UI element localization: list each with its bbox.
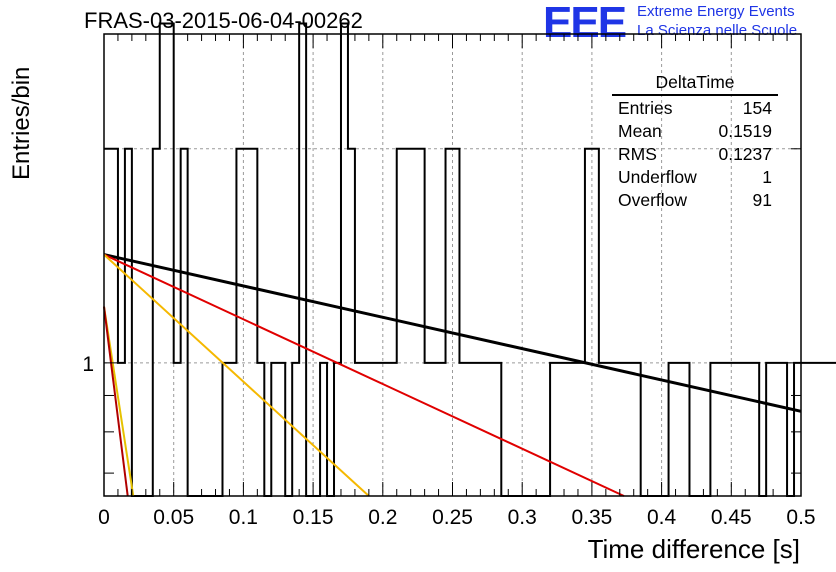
stat-label: Mean: [618, 121, 662, 141]
y-axis-label: Entries/bin: [8, 66, 35, 180]
x-tick-label: 0.15: [293, 506, 334, 529]
x-tick-label: 0.35: [571, 506, 612, 529]
x-tick-label: 0.3: [508, 506, 537, 529]
stat-label: RMS: [618, 144, 657, 164]
x-tick-label: 0: [98, 506, 110, 529]
fit-red: [103, 253, 625, 497]
stat-row-rms: RMS 0.1237: [612, 143, 778, 166]
x-axis-label: Time difference [s]: [587, 534, 800, 564]
x-tick-label: 0.25: [432, 506, 473, 529]
fit-orange: [103, 253, 370, 497]
stat-value: 154: [742, 98, 772, 118]
stat-row-overflow: Overflow 91: [612, 189, 778, 212]
y-tick-label: 1: [82, 353, 94, 376]
fit-darkred: [103, 306, 129, 497]
stat-label: Entries: [618, 98, 673, 118]
stat-label: Underflow: [618, 167, 697, 187]
stat-row-underflow: Underflow 1: [612, 166, 778, 189]
x-tick-label: 0.1: [229, 506, 258, 529]
stat-row-mean: Mean 0.1519: [612, 120, 778, 143]
stat-value: 91: [752, 190, 772, 210]
chart-title: FRAS-03-2015-06-04-00262: [84, 8, 363, 33]
logo-line1: Extreme Energy Events: [637, 3, 795, 20]
stats-box: DeltaTime Entries 154 Mean 0.1519 RMS 0.…: [612, 72, 778, 212]
stat-row-entries: Entries 154: [612, 97, 778, 120]
x-tick-label: 0.2: [368, 506, 397, 529]
x-tick-label: 0.05: [153, 506, 194, 529]
eee-logo: EEE: [543, 0, 627, 47]
stat-value: 1: [762, 167, 772, 187]
stats-title: DeltaTime: [612, 72, 778, 96]
stat-value: 0.1519: [718, 121, 772, 141]
x-tick-label: 0.4: [647, 506, 677, 529]
axis-ticks: 0 0.05 0.1 0.15 0.2 0.25 0.3 0.35 0.4 0.45 0.5 1: [82, 34, 816, 529]
fit-black: [103, 253, 802, 413]
stat-label: Overflow: [618, 190, 688, 210]
fit-lines: [103, 253, 802, 497]
x-tick-label: 0.5: [786, 506, 815, 529]
x-tick-label: 0.45: [711, 506, 752, 529]
stat-value: 0.1237: [718, 144, 772, 164]
